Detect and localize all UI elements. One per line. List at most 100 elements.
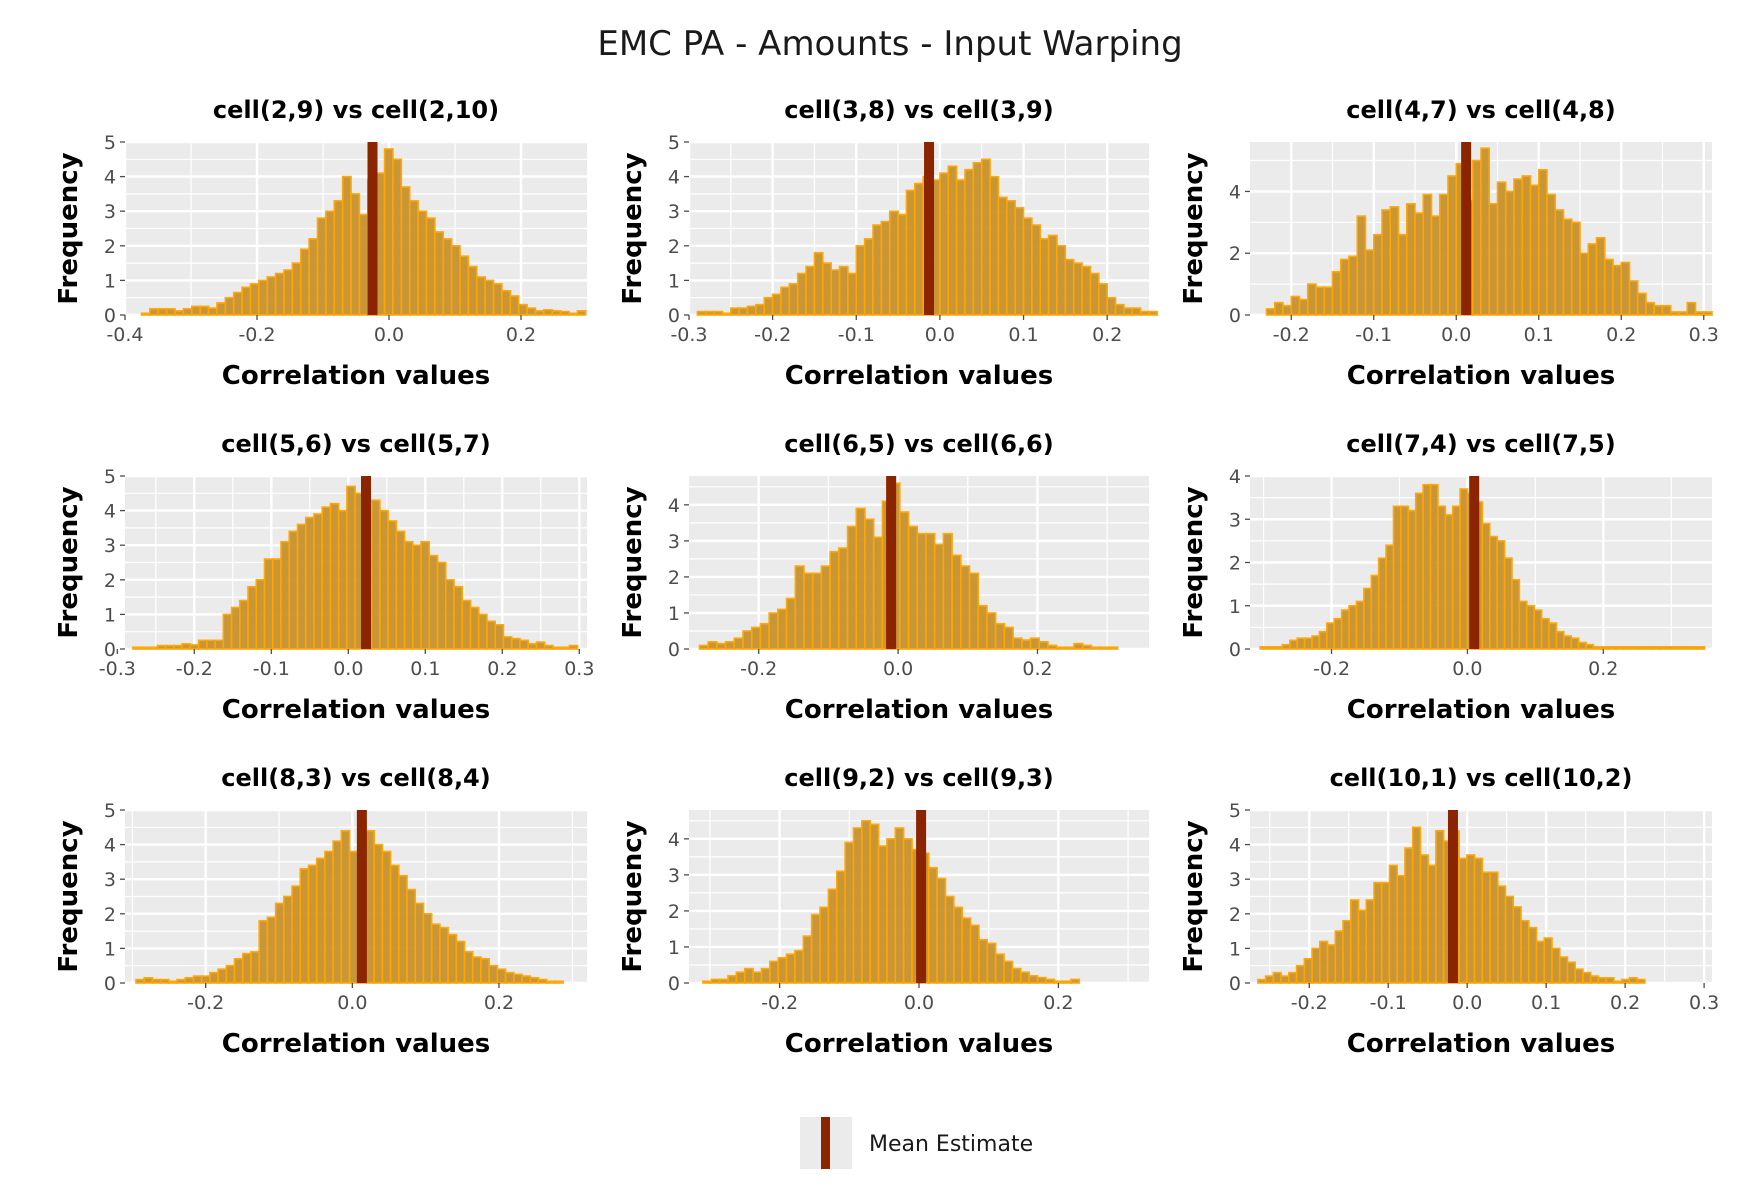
histogram-bar xyxy=(1546,193,1557,316)
y-tick-label: 1 xyxy=(104,270,116,292)
histogram-bar xyxy=(463,951,474,984)
mean-estimate-line xyxy=(1447,810,1458,983)
histogram-bar xyxy=(340,829,351,984)
histogram-bar xyxy=(1380,881,1391,984)
histogram-bar xyxy=(510,637,521,650)
histogram-bar xyxy=(140,646,150,650)
histogram-bar xyxy=(304,516,315,650)
x-tick-label: -0.1 xyxy=(838,324,875,346)
histogram-bar xyxy=(1259,646,1269,650)
histogram-bar xyxy=(209,971,219,984)
histogram-bar xyxy=(325,210,336,316)
x-axis-title: Correlation values xyxy=(1347,695,1615,725)
histogram-bar xyxy=(527,643,538,650)
histogram-bar xyxy=(313,513,323,650)
histogram-bar xyxy=(266,916,277,984)
histogram-bar xyxy=(1114,303,1125,316)
y-axis-title: Frequency xyxy=(54,152,84,304)
y-tick-label: 2 xyxy=(104,904,116,926)
histogram-bar xyxy=(877,845,888,984)
histogram-bar xyxy=(217,968,228,984)
histogram-bar xyxy=(794,565,805,650)
histogram-bar xyxy=(484,279,495,316)
histogram-bar xyxy=(341,175,352,316)
histogram-bar xyxy=(1629,646,1639,650)
histogram-bar xyxy=(942,532,953,650)
histogram-bar xyxy=(1333,617,1343,650)
histogram-bar xyxy=(1419,854,1429,984)
histogram-bar xyxy=(1392,505,1402,650)
panel-title: cell(8,3) vs cell(8,4) xyxy=(221,764,490,792)
histogram-bar xyxy=(986,942,997,984)
histogram-bar xyxy=(1444,514,1454,650)
histogram-bar xyxy=(1659,646,1669,650)
histogram-bar xyxy=(502,636,513,650)
y-tick-label: 0 xyxy=(668,973,680,995)
histogram-bar xyxy=(148,646,159,650)
histogram-bar xyxy=(181,643,192,650)
x-axis-title: Correlation values xyxy=(1347,361,1615,391)
histogram-bar xyxy=(1504,190,1515,316)
histogram-bar xyxy=(1070,978,1081,984)
histogram-bar xyxy=(159,978,170,984)
y-tick-label: 2 xyxy=(668,236,680,258)
histogram-bar xyxy=(504,971,515,984)
panels: 0 1 2 3 4 5 -0.4 -0.2 0.0 0.2 cell(2,9) vs cell(2,… xyxy=(54,96,1719,1059)
histogram-bar xyxy=(1407,509,1417,650)
histogram-bar xyxy=(1257,978,1267,984)
histogram-bar xyxy=(1414,212,1425,316)
histogram-bar xyxy=(1555,630,1565,650)
histogram-bar xyxy=(696,310,707,316)
histogram-bar xyxy=(813,251,824,316)
x-tick-label: 0.0 xyxy=(374,324,404,346)
x-axis-title: Correlation values xyxy=(785,1029,1053,1059)
histogram-bar xyxy=(1504,895,1515,984)
histogram-bar xyxy=(1296,637,1306,650)
histogram-bar xyxy=(1694,311,1705,316)
x-tick-label: 0.0 xyxy=(337,992,367,1014)
histogram-bar xyxy=(939,172,950,316)
histogram-bar xyxy=(373,843,384,984)
histogram-bar xyxy=(1264,975,1275,984)
histogram-bar xyxy=(517,303,528,316)
panel-3: 0 2 4 -0.2 -0.1 0.0 0.1 0.2 0.3 cell(4,7) vs cell… xyxy=(1179,96,1719,391)
histogram-bar xyxy=(1400,505,1410,650)
histogram-bar xyxy=(1038,640,1049,650)
histogram-bar xyxy=(348,850,359,984)
y-tick-label: 4 xyxy=(1229,466,1241,488)
histogram-bar xyxy=(1357,909,1368,984)
histogram-bar xyxy=(1029,637,1041,650)
x-axis-title: Correlation values xyxy=(785,695,1053,725)
histogram-bar xyxy=(1688,646,1698,650)
histogram-bar xyxy=(274,272,285,316)
histogram-bar xyxy=(1613,980,1623,984)
histogram-bar xyxy=(568,312,579,316)
x-axis-title: Correlation values xyxy=(1347,1029,1615,1059)
histogram-bar xyxy=(989,175,1000,316)
histogram-bar xyxy=(425,217,436,316)
x-tick-label: -0.2 xyxy=(238,324,275,346)
histogram-bar xyxy=(1280,975,1290,984)
histogram-bar xyxy=(1377,557,1387,650)
histogram-bar xyxy=(1513,178,1524,316)
x-tick-label: 0.2 xyxy=(1606,324,1636,346)
panel-5: 0 1 2 3 4 -0.2 0.0 0.2 cell(6,5) vs cell(6,6) Cor… xyxy=(618,430,1149,725)
y-tick-label: 3 xyxy=(1229,869,1241,891)
histogram-bar xyxy=(1459,488,1469,650)
histogram-bar xyxy=(986,612,997,650)
x-tick-label: 0.0 xyxy=(883,658,913,680)
histogram-bar xyxy=(819,906,830,984)
histogram-bar xyxy=(288,530,299,650)
histogram-bar xyxy=(1427,864,1437,984)
histogram-bar xyxy=(738,307,749,316)
histogram-bar xyxy=(855,245,866,316)
histogram-bar xyxy=(768,612,779,650)
histogram-bar xyxy=(933,543,945,650)
histogram-bar xyxy=(157,307,168,316)
panel-9: 0 1 2 3 4 5 -0.2 -0.1 0.0 0.1 0.2 0.3 cell(10,1) vs … xyxy=(1179,764,1719,1059)
histogram-bar xyxy=(350,193,361,316)
histogram-bar xyxy=(1520,919,1530,984)
histogram-bar xyxy=(724,640,736,650)
y-tick-label: 3 xyxy=(1229,509,1241,531)
histogram-bar xyxy=(471,956,482,984)
